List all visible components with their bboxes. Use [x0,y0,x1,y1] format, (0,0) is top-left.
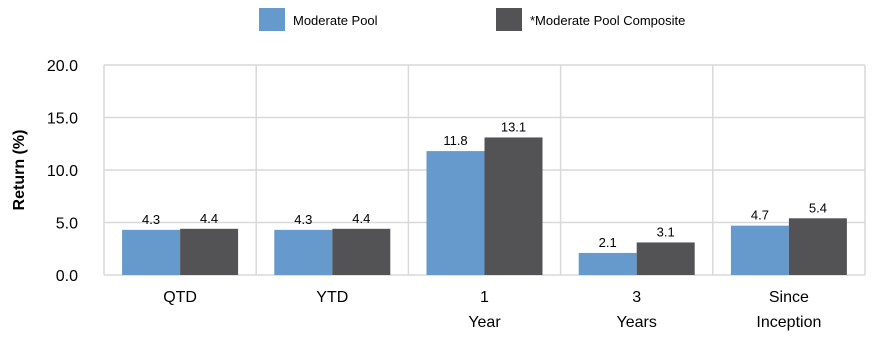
bar-series-2 [484,137,543,275]
y-axis-label: Return (%) [11,130,28,211]
legend: Moderate Pool *Moderate Pool Composite [259,8,685,31]
legend-swatch [496,8,522,31]
bar-series-1 [274,229,333,275]
y-tick-label: 15.0 [47,111,78,128]
bar-series-1 [730,225,789,275]
data-label: 4.4 [352,211,370,226]
y-tick-label: 20.0 [47,58,78,75]
category-label: 1 Year [468,289,501,331]
data-label: 11.8 [443,133,467,148]
legend-label: *Moderate Pool Composite [530,13,685,28]
bar-series-1 [578,252,637,275]
legend-swatch [259,8,285,31]
y-tick-label: 10.0 [47,163,78,180]
data-label: 4.7 [751,208,769,223]
category-label: QTD [163,289,197,306]
data-label: 4.4 [200,211,218,226]
legend-label: Moderate Pool [293,13,378,28]
data-label: 3.1 [657,224,675,239]
data-label: 13.1 [501,119,526,134]
bar-series-2 [788,218,847,275]
axis-layer: 0.0 5.0 10.0 15.0 20.0 QTD YTD 1 Year 3 Years Since… [47,58,822,331]
y-tick-label: 5.0 [56,216,78,233]
data-label-layer: 4.3 4.3 11.8 2.1 4.7 4.4 4.4 13.1 3.1 5.4 [142,119,827,250]
category-label: 3 Years [617,289,657,331]
bar-series-1 [122,229,181,275]
data-label: 2.1 [599,235,617,250]
data-label: 4.3 [142,212,160,227]
data-label: 5.4 [809,200,827,215]
category-label: Since Inception [756,289,821,331]
category-label: YTD [316,289,348,306]
bar-series-2 [180,228,239,275]
bar-layer [122,137,847,275]
bar-series-1 [426,151,485,275]
bar-series-2 [636,242,695,275]
bar-series-2 [332,228,391,275]
y-tick-label: 0.0 [56,268,78,285]
data-label: 4.3 [294,212,312,227]
